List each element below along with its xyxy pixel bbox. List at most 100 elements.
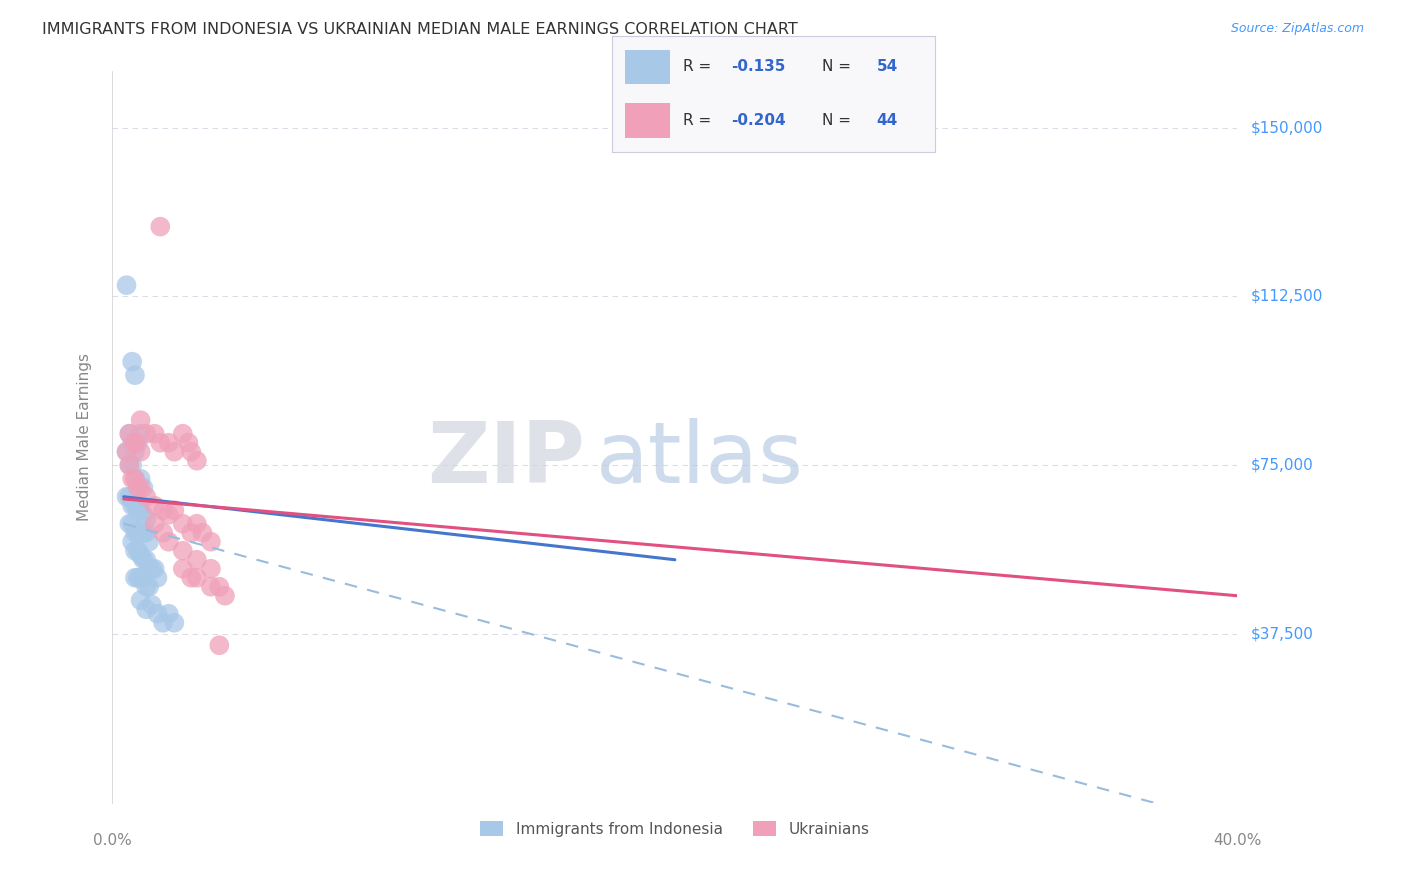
Point <box>135 602 157 616</box>
Point <box>121 499 143 513</box>
Point <box>124 472 146 486</box>
Point <box>141 562 163 576</box>
Point <box>124 368 146 383</box>
Point <box>163 615 186 630</box>
Point <box>124 571 146 585</box>
Point <box>180 525 202 540</box>
FancyBboxPatch shape <box>624 103 669 137</box>
Point <box>127 503 149 517</box>
Point <box>143 562 166 576</box>
Point <box>149 219 172 234</box>
Point <box>135 553 157 567</box>
Point <box>129 548 152 562</box>
Point <box>163 444 186 458</box>
Point <box>118 458 141 473</box>
Point <box>121 435 143 450</box>
Text: $150,000: $150,000 <box>1251 120 1323 135</box>
Point <box>124 499 146 513</box>
Text: IMMIGRANTS FROM INDONESIA VS UKRAINIAN MEDIAN MALE EARNINGS CORRELATION CHART: IMMIGRANTS FROM INDONESIA VS UKRAINIAN M… <box>42 22 799 37</box>
Point <box>180 571 202 585</box>
Point <box>118 458 141 473</box>
Point <box>129 413 152 427</box>
Point <box>180 444 202 458</box>
Point <box>127 481 149 495</box>
Point <box>191 525 214 540</box>
Point <box>115 444 138 458</box>
Point <box>124 444 146 458</box>
Text: N =: N = <box>821 60 856 75</box>
Point <box>115 444 138 458</box>
Text: 40.0%: 40.0% <box>1213 833 1261 848</box>
Point <box>124 472 146 486</box>
Point <box>129 444 152 458</box>
Point <box>186 571 208 585</box>
Point <box>124 435 146 450</box>
Point <box>121 458 143 473</box>
Point <box>124 435 146 450</box>
Point <box>138 562 160 576</box>
Point <box>118 516 141 531</box>
Point <box>118 426 141 441</box>
Text: atlas: atlas <box>596 417 804 500</box>
Text: $37,500: $37,500 <box>1251 626 1315 641</box>
Point <box>129 426 152 441</box>
Point <box>208 638 231 652</box>
Point <box>127 481 149 495</box>
Point <box>157 508 180 522</box>
Point <box>138 580 160 594</box>
Point <box>129 571 152 585</box>
Point <box>146 571 169 585</box>
Point <box>172 426 194 441</box>
Point <box>208 580 231 594</box>
Point <box>127 435 149 450</box>
Point <box>132 481 155 495</box>
Point <box>172 562 194 576</box>
Point <box>177 435 200 450</box>
Point <box>200 534 222 549</box>
Text: Source: ZipAtlas.com: Source: ZipAtlas.com <box>1230 22 1364 36</box>
Legend: Immigrants from Indonesia, Ukrainians: Immigrants from Indonesia, Ukrainians <box>474 814 876 843</box>
Point <box>118 490 141 504</box>
Text: 0.0%: 0.0% <box>93 833 132 848</box>
Point <box>157 607 180 621</box>
Point <box>127 571 149 585</box>
Point <box>127 543 149 558</box>
Point <box>129 593 152 607</box>
Point <box>124 525 146 540</box>
Point <box>143 426 166 441</box>
Point <box>214 589 236 603</box>
Point <box>135 525 157 540</box>
Point <box>143 499 166 513</box>
Point <box>129 503 152 517</box>
Text: 44: 44 <box>877 112 898 128</box>
Point <box>163 503 186 517</box>
Text: N =: N = <box>821 112 856 128</box>
Point <box>172 516 194 531</box>
Point <box>146 607 169 621</box>
Point <box>121 534 143 549</box>
Point <box>132 508 155 522</box>
Point <box>132 525 155 540</box>
Point <box>200 562 222 576</box>
Point <box>157 534 180 549</box>
Point <box>152 525 174 540</box>
Text: -0.135: -0.135 <box>731 60 786 75</box>
Point <box>115 278 138 293</box>
Point <box>132 553 155 567</box>
Point <box>135 580 157 594</box>
Text: $112,500: $112,500 <box>1251 289 1323 304</box>
Point <box>121 354 143 368</box>
Point <box>129 481 152 495</box>
Point <box>135 490 157 504</box>
Point <box>143 516 166 531</box>
Point <box>121 516 143 531</box>
Point <box>138 534 160 549</box>
Text: -0.204: -0.204 <box>731 112 786 128</box>
Point <box>186 453 208 467</box>
Text: ZIP: ZIP <box>427 417 585 500</box>
Point <box>127 525 149 540</box>
Point <box>135 512 157 526</box>
Point <box>157 435 180 450</box>
Point <box>115 490 138 504</box>
Point <box>124 543 146 558</box>
